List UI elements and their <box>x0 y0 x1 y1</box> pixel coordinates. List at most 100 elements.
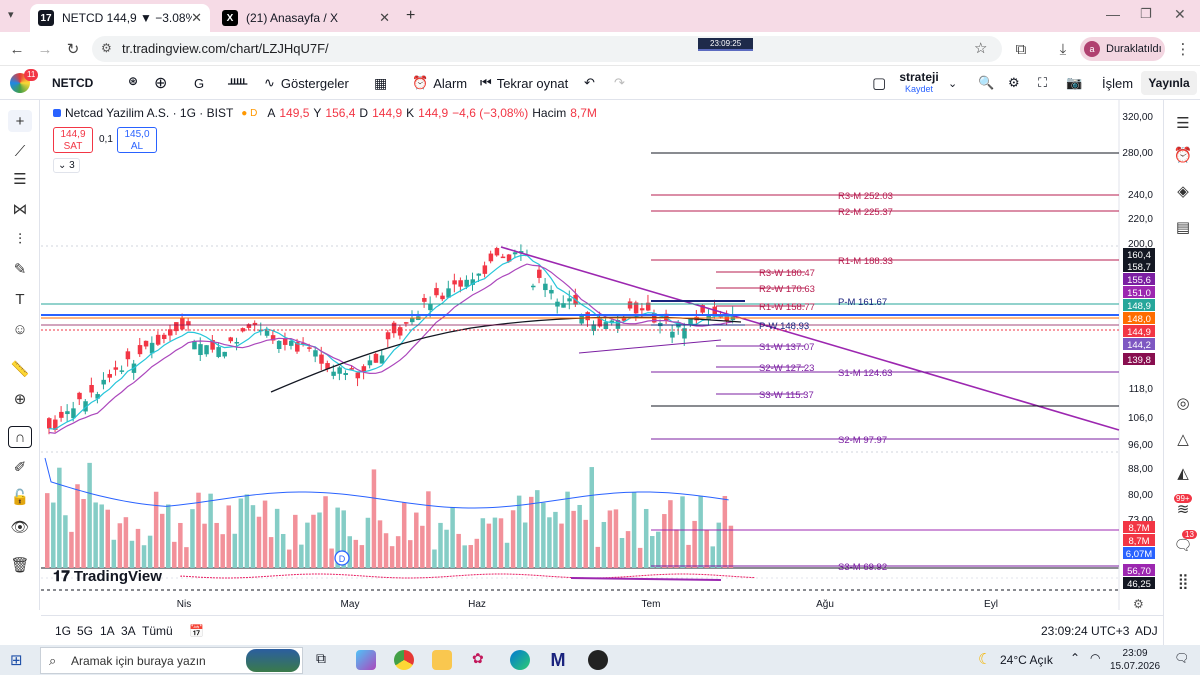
edge-app-icon[interactable] <box>510 650 530 670</box>
watermark-text: TradingView <box>73 568 162 585</box>
bookmark-star-icon[interactable]: ☆ <box>974 40 988 57</box>
weather-moon-icon[interactable]: ☾ <box>978 651 992 668</box>
wifi-icon[interactable]: ◠ <box>1090 651 1101 665</box>
chat-icon[interactable]: 🗨 <box>1173 537 1193 554</box>
zoom-in-icon[interactable]: ⊕ <box>13 391 27 408</box>
range-all[interactable]: Tümü <box>142 624 173 638</box>
forward-button[interactable]: → <box>37 40 53 58</box>
url-omnibox[interactable]: ⚙ tr.tradingview.com/chart/LZJHqU7F/ 23:… <box>92 36 1002 62</box>
close-window-button[interactable]: ✕ <box>1174 6 1186 22</box>
interval-button[interactable]: G <box>194 75 205 91</box>
camera-icon[interactable]: 📷 <box>1066 75 1083 90</box>
symbol-title[interactable]: Netcad Yazilim A.S. · 1G · BIST <box>65 106 234 120</box>
extensions-icon[interactable]: ⧉ <box>1015 40 1027 58</box>
range-5d[interactable]: 5G <box>77 624 94 638</box>
volume-bar <box>438 522 443 568</box>
fib-retracement-icon[interactable]: ☰ <box>13 171 27 188</box>
metatrader-app-icon[interactable]: M <box>550 650 566 670</box>
trash-icon[interactable]: 🗑 <box>10 557 30 574</box>
apps-grid-icon[interactable]: ⣿ <box>1177 573 1189 590</box>
notification-center-icon[interactable]: 🗨 <box>1174 651 1190 665</box>
crosshair-icon[interactable]: + <box>8 110 32 132</box>
pattern-icon[interactable]: ⋈ <box>12 201 28 218</box>
magnet-icon[interactable]: ∩ <box>8 426 32 448</box>
paint-app-icon[interactable]: ✿ <box>472 650 484 666</box>
reload-button[interactable]: ↻ <box>66 41 80 58</box>
range-1d[interactable]: 1G <box>55 624 72 638</box>
range-3m[interactable]: 3A <box>121 624 136 638</box>
compare-add-button[interactable]: ⊕ <box>154 75 168 92</box>
calendar-grid-icon[interactable]: ▤ <box>1175 219 1191 236</box>
ruler-icon[interactable]: 📏 <box>10 361 30 378</box>
notifications-icon[interactable]: ◭ <box>1177 465 1189 482</box>
taskbar-search-input[interactable]: ⌕ Aramak için buraya yazın <box>40 647 303 674</box>
copilot-app-icon[interactable] <box>356 650 376 670</box>
idea-target-icon[interactable]: ◎ <box>1176 395 1190 412</box>
buy-button[interactable]: 145,0 AL <box>117 127 157 153</box>
date-range-calendar-icon[interactable]: 📅 <box>189 624 204 638</box>
indicators-button[interactable]: ∿ Göstergeler <box>264 72 349 94</box>
alerts-clock-icon[interactable]: ⏰ <box>1173 147 1193 164</box>
quick-search-icon[interactable]: 🔍 <box>978 75 995 90</box>
trade-button[interactable]: İşlem <box>1102 75 1134 91</box>
windows-start-icon[interactable]: ⊞ <box>10 652 23 669</box>
pine-triangle-icon[interactable]: △ <box>1177 431 1189 448</box>
volume-bar <box>637 547 643 568</box>
adj-button[interactable]: ADJ <box>1135 624 1158 638</box>
chart-canvas[interactable]: 320,00 280,00 240,0 220,0 200,0 118,0 106,0 96,… <box>41 100 1163 610</box>
chevron-down-icon[interactable]: ⌄ <box>948 77 958 90</box>
close-icon[interactable]: ✕ <box>191 10 202 25</box>
pivot-level-label: S3-M 69.92 <box>838 562 887 573</box>
site-info-icon[interactable]: ⚙ <box>101 41 112 55</box>
close-icon[interactable]: ✕ <box>379 10 390 25</box>
profile-button[interactable]: a Duraklatıldı <box>1080 37 1165 61</box>
sell-button[interactable]: 144,9 SAT <box>53 127 93 153</box>
utc-time[interactable]: 23:09:24 UTC+3 <box>1041 624 1130 638</box>
range-1m[interactable]: 1A <box>100 624 115 638</box>
alert-button[interactable]: ⏰ Alarm <box>412 72 467 94</box>
restore-button[interactable]: ❐ <box>1140 6 1152 21</box>
layout-name-button[interactable]: strateji Kaydet <box>898 71 940 95</box>
visibility-eye-icon[interactable]: 👁 <box>10 519 30 536</box>
publish-button[interactable]: Yayınla <box>1141 71 1197 95</box>
volume-bar <box>93 502 98 568</box>
lock-icon[interactable]: 🔓 <box>10 489 30 506</box>
redo-icon[interactable]: ↷ <box>614 75 625 90</box>
draw-lock-icon[interactable]: ✐ <box>13 459 27 476</box>
forecasting-icon[interactable]: ⫶ <box>18 230 22 248</box>
text-icon[interactable]: T <box>15 290 25 308</box>
chart-pane[interactable]: 320,00 280,00 240,0 220,0 200,0 118,0 106,0 96,… <box>41 100 1163 610</box>
obs-app-icon[interactable] <box>588 650 608 670</box>
emoji-icon[interactable]: ☺ <box>12 320 28 338</box>
settings-gear-icon[interactable]: ⚙ <box>1008 75 1020 90</box>
tray-chevron-icon[interactable]: ⌃ <box>1070 651 1081 665</box>
task-view-icon[interactable]: ⧉ <box>316 650 326 666</box>
new-tab-button[interactable]: + <box>406 7 416 24</box>
indicators-collapse-button[interactable]: ⌄ 3 <box>53 158 80 173</box>
trend-line-icon[interactable]: ⟋ <box>14 142 26 160</box>
file-explorer-icon[interactable] <box>432 650 452 670</box>
replay-button[interactable]: ⏮ Tekrar oynat <box>480 72 568 94</box>
browser-menu-icon[interactable]: ⋮ <box>1175 41 1191 58</box>
download-icon[interactable]: ⤓ <box>1059 40 1067 58</box>
price-tag-label: 144,2 <box>1127 340 1151 351</box>
chrome-app-icon[interactable] <box>394 650 414 670</box>
tab-search-button[interactable]: ▾ <box>8 9 14 21</box>
layouts-grid-icon[interactable]: ▦ <box>374 74 388 91</box>
undo-icon[interactable]: ↶ <box>584 75 595 90</box>
fullscreen-icon[interactable]: ⛶ <box>1038 75 1048 90</box>
minimize-button[interactable]: — <box>1106 6 1120 22</box>
watchlist-icon[interactable]: ☰ <box>1176 115 1190 132</box>
brush-icon[interactable]: ✎ <box>13 261 27 278</box>
back-button[interactable]: ← <box>9 40 25 58</box>
feed-icon[interactable]: ≋ <box>1176 501 1190 518</box>
fullscreen-square-icon[interactable]: ▢ <box>872 75 887 92</box>
tab-x[interactable]: X (21) Anasayfa / X ✕ <box>214 4 398 32</box>
chart-type-candles-icon[interactable]: ᚊ <box>228 74 248 91</box>
layers-icon[interactable]: ◈ <box>1177 183 1189 200</box>
weather-text[interactable]: 24°C Açık <box>1000 653 1053 667</box>
tab-tradingview[interactable]: 17 NETCD 144,9 ▼ −3.08% strateji ✕ <box>30 4 210 32</box>
settings-scale-icon[interactable]: ⚙ <box>1133 597 1144 610</box>
symbol-search-button[interactable]: NETCD ⊛ <box>44 71 152 95</box>
system-clock[interactable]: 23:09 15.07.2026 <box>1110 647 1160 673</box>
